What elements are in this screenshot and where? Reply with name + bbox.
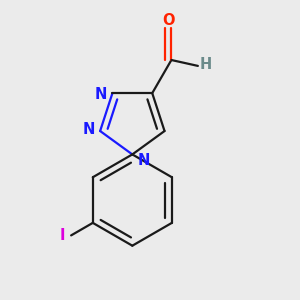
Text: I: I — [60, 228, 65, 243]
Text: N: N — [95, 87, 107, 102]
Text: N: N — [138, 153, 150, 168]
Text: O: O — [162, 13, 175, 28]
Text: H: H — [200, 57, 212, 72]
Text: N: N — [83, 122, 95, 137]
